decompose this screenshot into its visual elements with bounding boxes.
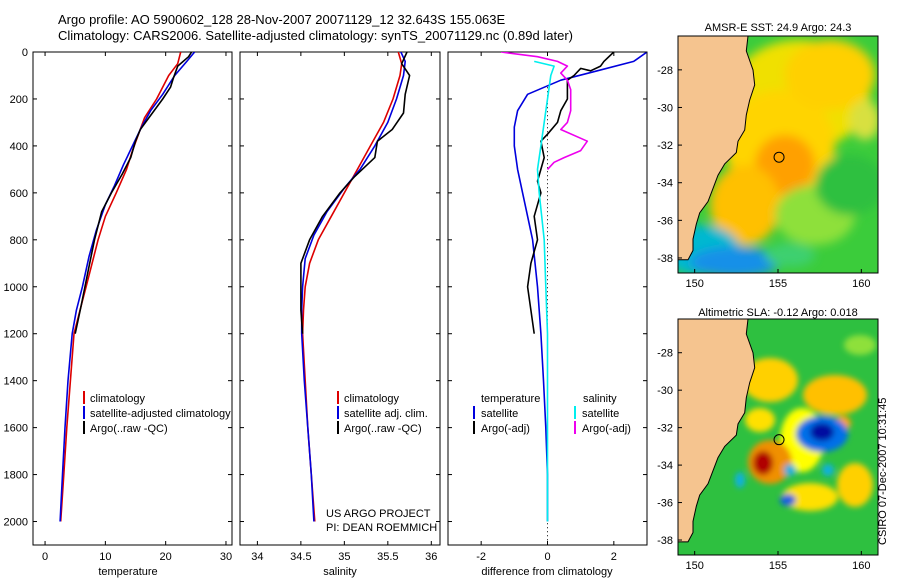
sla-map-panel: Altimetric SLA: -0.12 Argo: 0.018 bbox=[657, 307, 879, 572]
map-y-tick-label: -30 bbox=[657, 102, 673, 114]
difference-legend: temperature satellite Argo(-adj) salinit… bbox=[473, 393, 631, 435]
y-tick-label: 1800 bbox=[4, 470, 28, 482]
legend-label: satellite bbox=[481, 408, 518, 420]
map-x-tick-label: 155 bbox=[769, 560, 787, 572]
y-tick-label: 400 bbox=[10, 141, 28, 153]
x-tick-label: 2 bbox=[611, 551, 617, 563]
argo-float-marker bbox=[773, 434, 785, 446]
x-tick-label: 34 bbox=[251, 551, 263, 563]
temperature-series-0 bbox=[59, 52, 182, 522]
header-line-2: Climatology: CARS2006. Satellite-adjuste… bbox=[58, 28, 573, 43]
map-x-tick-label: 160 bbox=[852, 560, 870, 572]
map-x-tick-label: 155 bbox=[769, 278, 787, 290]
difference-xlabel: difference from climatology bbox=[481, 566, 613, 578]
y-tick-label: 2000 bbox=[4, 517, 28, 529]
legend-label: climatology bbox=[344, 393, 400, 405]
legend-label: Argo(-adj) bbox=[582, 423, 631, 435]
x-tick-label: 35 bbox=[338, 551, 350, 563]
map-y-tick-label: -28 bbox=[657, 348, 673, 360]
difference-panel: -2 0 2 difference from climatology tempera… bbox=[447, 51, 648, 578]
legend-group-title-temperature: temperature bbox=[481, 393, 540, 405]
x-tick-label: -2 bbox=[476, 551, 486, 563]
temperature-axes-frame bbox=[32, 51, 233, 546]
sst-map-panel: AMSR-E SST: 24.9 Argo: 24.3 150 155 160 -28… bbox=[657, 22, 879, 290]
temperature-xlabel: temperature bbox=[98, 566, 157, 578]
map-y-tick-label: -32 bbox=[657, 140, 673, 152]
map-y-tick-label: -36 bbox=[657, 215, 673, 227]
map-x-tick-label: 160 bbox=[852, 278, 870, 290]
temperature-legend: climatology satellite-adjusted climatolo… bbox=[83, 391, 231, 435]
salinity-xlabel: salinity bbox=[323, 566, 357, 578]
legend-label: Argo(..raw -QC) bbox=[344, 423, 422, 435]
difference-series-2 bbox=[534, 60, 555, 522]
legend-label: satellite-adjusted climatology bbox=[90, 408, 231, 420]
legend-label: Argo(-adj) bbox=[481, 423, 530, 435]
project-annotation-line1: US ARGO PROJECT bbox=[326, 508, 431, 520]
y-tick-label: 800 bbox=[10, 235, 28, 247]
salinity-legend: climatology satellite adj. clim. Argo(..… bbox=[337, 391, 428, 435]
y-tick-label: 600 bbox=[10, 188, 28, 200]
project-annotation-line2: PI: DEAN ROEMMICH bbox=[326, 522, 437, 534]
y-tick-label: 1200 bbox=[4, 329, 28, 341]
salinity-panel: 34 34.5 35 35.5 36 salinity climatology sate… bbox=[239, 51, 441, 578]
map-y-tick-label: -32 bbox=[657, 423, 673, 435]
salinity-series-2 bbox=[300, 52, 411, 334]
map-y-tick-label: -28 bbox=[657, 65, 673, 77]
difference-series-3 bbox=[500, 52, 589, 170]
y-tick-label: 200 bbox=[10, 94, 28, 106]
salinity-series-1 bbox=[300, 52, 407, 522]
salinity-axes-frame bbox=[239, 51, 441, 546]
x-tick-label: 36 bbox=[425, 551, 437, 563]
legend-label: Argo(..raw -QC) bbox=[90, 423, 168, 435]
header-line-1: Argo profile: AO 5900602_128 28-Nov-2007… bbox=[58, 12, 506, 27]
sst-map-title: AMSR-E SST: 24.9 Argo: 24.3 bbox=[705, 22, 852, 34]
legend-label: satellite bbox=[582, 408, 619, 420]
legend-label: climatology bbox=[90, 393, 146, 405]
map-y-tick-label: -38 bbox=[657, 253, 673, 265]
x-tick-label: 0 bbox=[544, 551, 550, 563]
y-tick-label: 0 bbox=[22, 47, 28, 59]
coastline-land bbox=[678, 36, 756, 273]
y-tick-label: 1600 bbox=[4, 423, 28, 435]
temperature-series-2 bbox=[74, 52, 193, 334]
sst-map-field bbox=[678, 36, 878, 273]
sla-map-title: Altimetric SLA: -0.12 Argo: 0.018 bbox=[698, 307, 858, 319]
legend-label: satellite adj. clim. bbox=[344, 408, 428, 420]
map-y-tick-label: -34 bbox=[657, 460, 673, 472]
map-x-tick-label: 150 bbox=[685, 278, 703, 290]
x-tick-label: 0 bbox=[42, 551, 48, 563]
legend-group-title-salinity: salinity bbox=[583, 393, 617, 405]
sla-map-field bbox=[678, 319, 878, 555]
map-y-tick-label: -34 bbox=[657, 178, 673, 190]
coastline-land bbox=[678, 319, 756, 555]
map-x-tick-label: 150 bbox=[685, 560, 703, 572]
map-y-tick-label: -36 bbox=[657, 498, 673, 510]
y-tick-label: 1000 bbox=[4, 282, 28, 294]
x-tick-label: 10 bbox=[99, 551, 111, 563]
map-y-tick-label: -38 bbox=[657, 535, 673, 547]
x-tick-label: 20 bbox=[160, 551, 172, 563]
temperature-panel: 0 10 20 30 0 200 400 600 800 1000 1200 1400 1600 1800… bbox=[4, 47, 233, 578]
x-tick-label: 30 bbox=[220, 551, 232, 563]
argo-float-marker bbox=[773, 151, 785, 163]
map-y-tick-label: -30 bbox=[657, 385, 673, 397]
x-tick-label: 34.5 bbox=[290, 551, 311, 563]
difference-series-1 bbox=[526, 52, 615, 334]
y-tick-label: 1400 bbox=[4, 376, 28, 388]
x-tick-label: 35.5 bbox=[377, 551, 398, 563]
